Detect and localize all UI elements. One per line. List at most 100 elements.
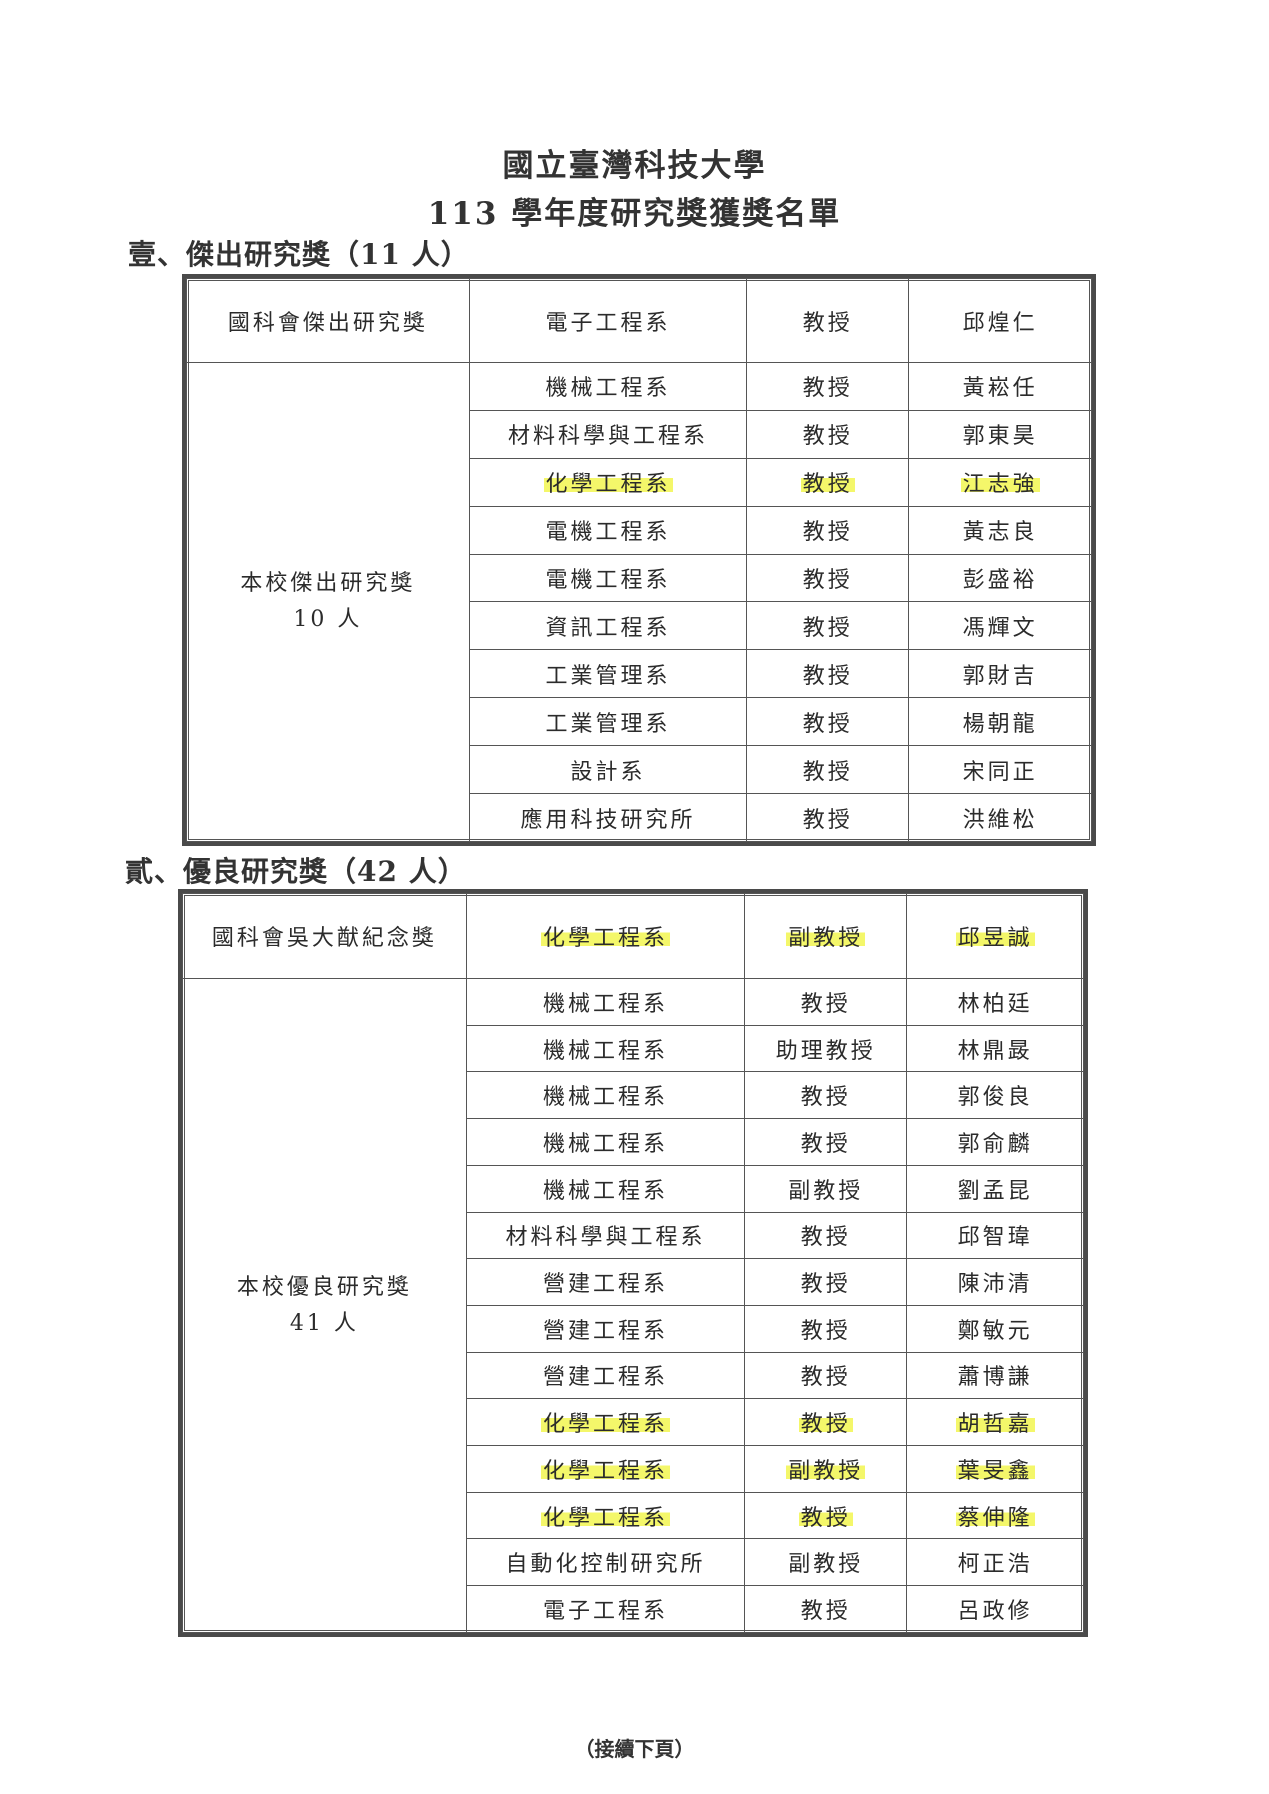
rank-cell: 教授	[744, 1585, 908, 1633]
table-row: 工業管理系 教授 郭財吉	[187, 649, 1092, 699]
rank-cell: 教授	[746, 745, 910, 795]
dept-cell: 化學工程系	[465, 1491, 746, 1540]
dept-cell: 材料科學與工程系	[465, 1211, 746, 1260]
dept-cell-text: 營建工程系	[543, 1272, 669, 1298]
rank-cell: 副教授	[744, 1538, 908, 1587]
name-cell-text: 楊朝龍	[962, 711, 1038, 737]
name-cell: 蔡伸隆	[906, 1491, 1084, 1540]
name-cell-text: 邱昱誠	[955, 926, 1035, 951]
name-cell-text: 郭俞麟	[957, 1131, 1033, 1157]
dept-cell: 工業管理系	[468, 697, 748, 747]
rank-cell: 教授	[746, 457, 910, 507]
dept-cell-text: 化學工程系	[541, 1505, 671, 1531]
name-cell-text: 劉孟昆	[957, 1178, 1033, 1204]
dept-cell: 自動化控制研究所	[465, 1538, 746, 1587]
dept-cell: 資訊工程系	[468, 601, 748, 651]
rank-cell-text: 教授	[802, 711, 853, 737]
dept-cell: 機械工程系	[465, 978, 746, 1026]
table-row: 化學工程系 教授 蔡伸隆	[183, 1491, 1084, 1540]
name-cell-text: 鄭敏元	[957, 1318, 1033, 1344]
dept-cell-text: 電子工程系	[545, 310, 671, 336]
table-row: 本校傑出研究獎 10 人機械工程系 教授 黃崧任	[186, 362, 1092, 842]
rank-cell: 教授	[744, 1258, 908, 1306]
name-cell: 鄭敏元	[906, 1304, 1084, 1353]
name-cell-text: 蔡伸隆	[955, 1505, 1035, 1531]
name-cell-text: 馮輝文	[962, 615, 1038, 641]
name-cell: 邱智瑋	[906, 1211, 1084, 1260]
group-award-cell: 本校優良研究獎 41 人	[182, 978, 467, 1633]
dept-cell: 機械工程系	[465, 1164, 746, 1213]
dept-cell: 化學工程系	[465, 1398, 746, 1447]
table-row: 應用科技研究所 教授 洪維松	[187, 793, 1092, 842]
rank-cell-text: 教授	[802, 759, 853, 785]
name-cell-text: 宋同正	[962, 759, 1038, 785]
table-row: 化學工程系 教授 江志強	[187, 457, 1092, 507]
table-row: 材料科學與工程系 教授 郭東昊	[187, 409, 1092, 459]
rank-cell-text: 教授	[800, 1272, 851, 1298]
name-cell: 郭俊良	[906, 1071, 1084, 1120]
rank-cell-text: 教授	[802, 376, 853, 402]
dept-cell-text: 機械工程系	[543, 1178, 669, 1204]
name-cell-text: 陳沛清	[957, 1272, 1033, 1298]
name-cell-text: 黃志良	[962, 520, 1038, 546]
name-cell: 楊朝龍	[908, 697, 1092, 747]
rank-cell: 教授	[744, 1304, 908, 1353]
award-cell: 國科會吳大猷紀念獎	[182, 893, 467, 979]
name-cell: 郭財吉	[908, 649, 1092, 699]
dept-cell: 工業管理系	[468, 649, 748, 699]
name-cell-text: 郭財吉	[962, 663, 1038, 689]
name-cell-text: 葉旻鑫	[955, 1458, 1035, 1484]
name-cell: 郭東昊	[908, 409, 1092, 459]
name-cell: 黃志良	[908, 505, 1092, 555]
table-row: 設計系 教授 宋同正	[187, 745, 1092, 795]
section-heading-outstanding: 壹、傑出研究獎（11 人）	[128, 238, 470, 271]
list-title: 113 學年度研究獎獲獎名單	[427, 196, 842, 232]
dept-cell: 設計系	[468, 745, 748, 795]
name-cell: 林鼎晸	[906, 1024, 1084, 1073]
name-cell: 邱昱誠	[906, 893, 1084, 979]
table-row: 電機工程系 教授 彭盛裕	[187, 553, 1092, 603]
name-cell-text: 柯正浩	[957, 1552, 1033, 1578]
dept-cell-text: 化學工程系	[541, 1458, 671, 1484]
rank-cell: 教授	[744, 1071, 908, 1120]
dept-cell-text: 機械工程系	[545, 376, 671, 402]
dept-cell: 機械工程系	[468, 362, 748, 411]
dept-cell-text: 應用科技研究所	[520, 807, 696, 833]
group-award-label: 本校傑出研究獎	[240, 571, 416, 596]
name-cell: 葉旻鑫	[906, 1445, 1084, 1493]
table-row: 機械工程系 教授 郭俞麟	[183, 1118, 1084, 1166]
name-cell-text: 林柏廷	[957, 991, 1033, 1017]
name-cell: 郭俞麟	[906, 1118, 1084, 1166]
dept-cell-text: 機械工程系	[543, 1131, 669, 1157]
dept-cell-text: 電子工程系	[543, 1599, 669, 1625]
rank-cell-text: 教授	[802, 424, 853, 450]
rank-cell: 教授	[744, 978, 908, 1026]
name-cell-text: 林鼎晸	[957, 1038, 1033, 1064]
table-row: 機械工程系 教授 郭俊良	[183, 1071, 1084, 1120]
table-row: 機械工程系 副教授 劉孟昆	[183, 1164, 1084, 1213]
dept-cell-text: 機械工程系	[543, 1038, 669, 1064]
dept-cell: 化學工程系	[465, 893, 746, 979]
rank-cell-text: 教授	[800, 1599, 851, 1625]
table-row: 工業管理系 教授 楊朝龍	[187, 697, 1092, 747]
dept-cell-text: 化學工程系	[541, 926, 671, 951]
dept-cell: 機械工程系	[465, 1118, 746, 1166]
name-cell: 蕭博謙	[906, 1351, 1084, 1400]
rank-cell: 副教授	[744, 1164, 908, 1213]
outstanding-award-table: 國科會傑出研究獎 電子工程系 教授 邱煌仁 本校傑出研究獎 10 人機械工程系 教授 黃崧任材…	[182, 274, 1096, 846]
dept-cell: 電機工程系	[468, 553, 748, 603]
rank-cell: 副教授	[744, 893, 908, 979]
name-cell: 林柏廷	[906, 978, 1084, 1026]
table-row: 國科會吳大猷紀念獎 化學工程系 副教授 邱昱誠	[182, 893, 1084, 979]
name-cell-text: 邱智瑋	[957, 1225, 1033, 1251]
name-cell-text: 邱煌仁	[962, 310, 1038, 336]
name-cell-text: 郭東昊	[962, 424, 1038, 450]
rank-cell: 教授	[746, 649, 910, 699]
dept-cell: 機械工程系	[465, 1024, 746, 1073]
rank-cell-text: 教授	[798, 1412, 853, 1438]
group-award-label: 本校優良研究獎	[236, 1274, 412, 1300]
name-cell-text: 蕭博謙	[957, 1365, 1033, 1391]
dept-cell-text: 機械工程系	[543, 1085, 669, 1111]
name-cell-text: 胡哲嘉	[955, 1412, 1035, 1438]
name-cell-text: 郭俊良	[957, 1085, 1033, 1111]
